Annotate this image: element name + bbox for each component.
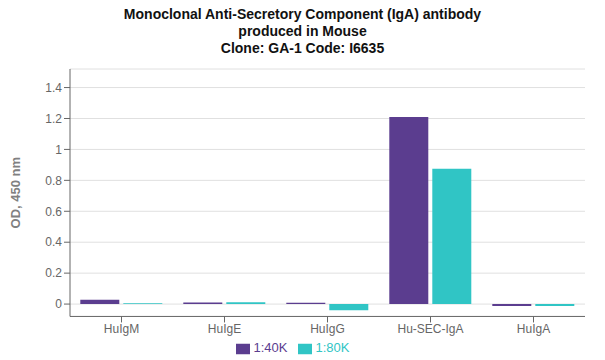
svg-text:0: 0	[55, 297, 62, 311]
svg-text:HuIgM: HuIgM	[104, 322, 139, 336]
svg-text:1: 1	[55, 143, 62, 157]
html-text:produced in Mouse: produced in Mouse	[238, 23, 367, 39]
svg-text:HuIgE: HuIgE	[208, 322, 241, 336]
html-text:Clone: GA-1 Code: I6635: Clone: GA-1 Code: I6635	[220, 40, 385, 56]
svg-text:0.4: 0.4	[45, 235, 62, 249]
svg-text:HuIgA: HuIgA	[517, 322, 550, 336]
svg-text:HuIgG: HuIgG	[310, 322, 345, 336]
svg-text:1.4: 1.4	[45, 81, 62, 95]
svg-text:Hu-SEC-IgA: Hu-SEC-IgA	[397, 322, 463, 336]
html-text:1:80K: 1:80K	[315, 340, 350, 356]
svg-text:0.6: 0.6	[45, 205, 62, 219]
svg-text:OD, 450 nm: OD, 450 nm	[8, 157, 23, 229]
svg-text:1.2: 1.2	[45, 112, 62, 126]
svg-text:0.2: 0.2	[45, 266, 62, 280]
html-text:1:40K: 1:40K	[253, 340, 288, 356]
svg-text:0.8: 0.8	[45, 174, 62, 188]
html-text:Monoclonal Anti-Secretory Comp: Monoclonal Anti-Secretory Component (IgA…	[123, 6, 482, 22]
